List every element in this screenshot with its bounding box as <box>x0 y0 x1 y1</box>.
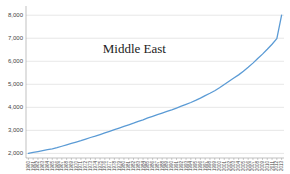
y-axis-line <box>26 6 27 158</box>
data-line <box>28 15 281 153</box>
chart: 2,000 3,000 4,000 5,000 6,000 7,000 8,000 19601… <box>0 0 290 174</box>
grid-line <box>26 107 284 108</box>
x-tick <box>238 158 239 160</box>
x-tick <box>90 158 91 160</box>
grid-line <box>26 130 284 131</box>
x-tick <box>267 158 268 160</box>
x-tick <box>229 158 230 160</box>
x-tick <box>61 158 62 160</box>
x-tick <box>76 158 77 160</box>
plot-area <box>28 15 281 153</box>
x-tick <box>42 158 43 160</box>
x-tick <box>281 158 282 160</box>
y-tick-label: 4,000 <box>8 104 24 110</box>
x-tick <box>128 158 129 160</box>
x-tick <box>95 158 96 160</box>
x-tick <box>219 158 220 160</box>
page: {"chart_data": {"type": "line", "title":… <box>0 0 290 174</box>
y-tick-label: 6,000 <box>8 58 24 64</box>
x-tick <box>252 158 253 160</box>
x-tick <box>200 158 201 160</box>
y-tick-label: 5,000 <box>8 81 24 87</box>
x-tick <box>80 158 81 160</box>
y-tick-label: 8,000 <box>8 12 24 18</box>
x-tick <box>186 158 187 160</box>
x-tick <box>138 158 139 160</box>
x-tick <box>157 158 158 160</box>
x-tick <box>190 158 191 160</box>
y-tick-label: 3,000 <box>8 127 24 133</box>
grid-line <box>26 38 284 39</box>
x-tick <box>57 158 58 160</box>
x-tick <box>181 158 182 160</box>
x-tick <box>195 158 196 160</box>
x-tick <box>152 158 153 160</box>
x-tick <box>33 158 34 160</box>
grid-line <box>26 15 284 16</box>
x-tick <box>243 158 244 160</box>
x-tick <box>205 158 206 160</box>
x-tick <box>114 158 115 160</box>
y-tick-label: 2,000 <box>8 150 24 156</box>
x-tick <box>171 158 172 160</box>
x-tick <box>147 158 148 160</box>
x-tick <box>71 158 72 160</box>
x-axis: 1960196119621963196419651966196719681969… <box>26 158 284 171</box>
x-tick <box>85 158 86 160</box>
x-tick <box>133 158 134 160</box>
x-tick <box>123 158 124 160</box>
y-axis: 2,000 3,000 4,000 5,000 6,000 7,000 8,000 <box>8 6 284 158</box>
x-tick <box>257 158 258 160</box>
x-tick <box>233 158 234 160</box>
x-tick <box>109 158 110 160</box>
x-axis-line <box>26 158 284 159</box>
x-tick <box>214 158 215 160</box>
x-tick <box>37 158 38 160</box>
grid-line <box>26 61 284 62</box>
x-tick <box>143 158 144 160</box>
title: Middle East <box>103 41 167 56</box>
x-tick <box>166 158 167 160</box>
x-tick <box>104 158 105 160</box>
y-tick-label: 7,000 <box>8 35 24 41</box>
x-tick <box>209 158 210 160</box>
x-tick <box>272 158 273 160</box>
x-tick <box>276 158 277 160</box>
x-tick <box>262 158 263 160</box>
x-tick <box>47 158 48 160</box>
grid-line <box>26 84 284 85</box>
x-tick <box>224 158 225 160</box>
x-tick <box>66 158 67 160</box>
x-tick <box>119 158 120 160</box>
x-tick <box>176 158 177 160</box>
grid-line <box>26 153 284 154</box>
x-tick <box>162 158 163 160</box>
x-tick <box>248 158 249 160</box>
x-tick <box>28 158 29 160</box>
x-tick-label: 2013 <box>279 161 284 172</box>
x-tick <box>52 158 53 160</box>
x-tick <box>100 158 101 160</box>
